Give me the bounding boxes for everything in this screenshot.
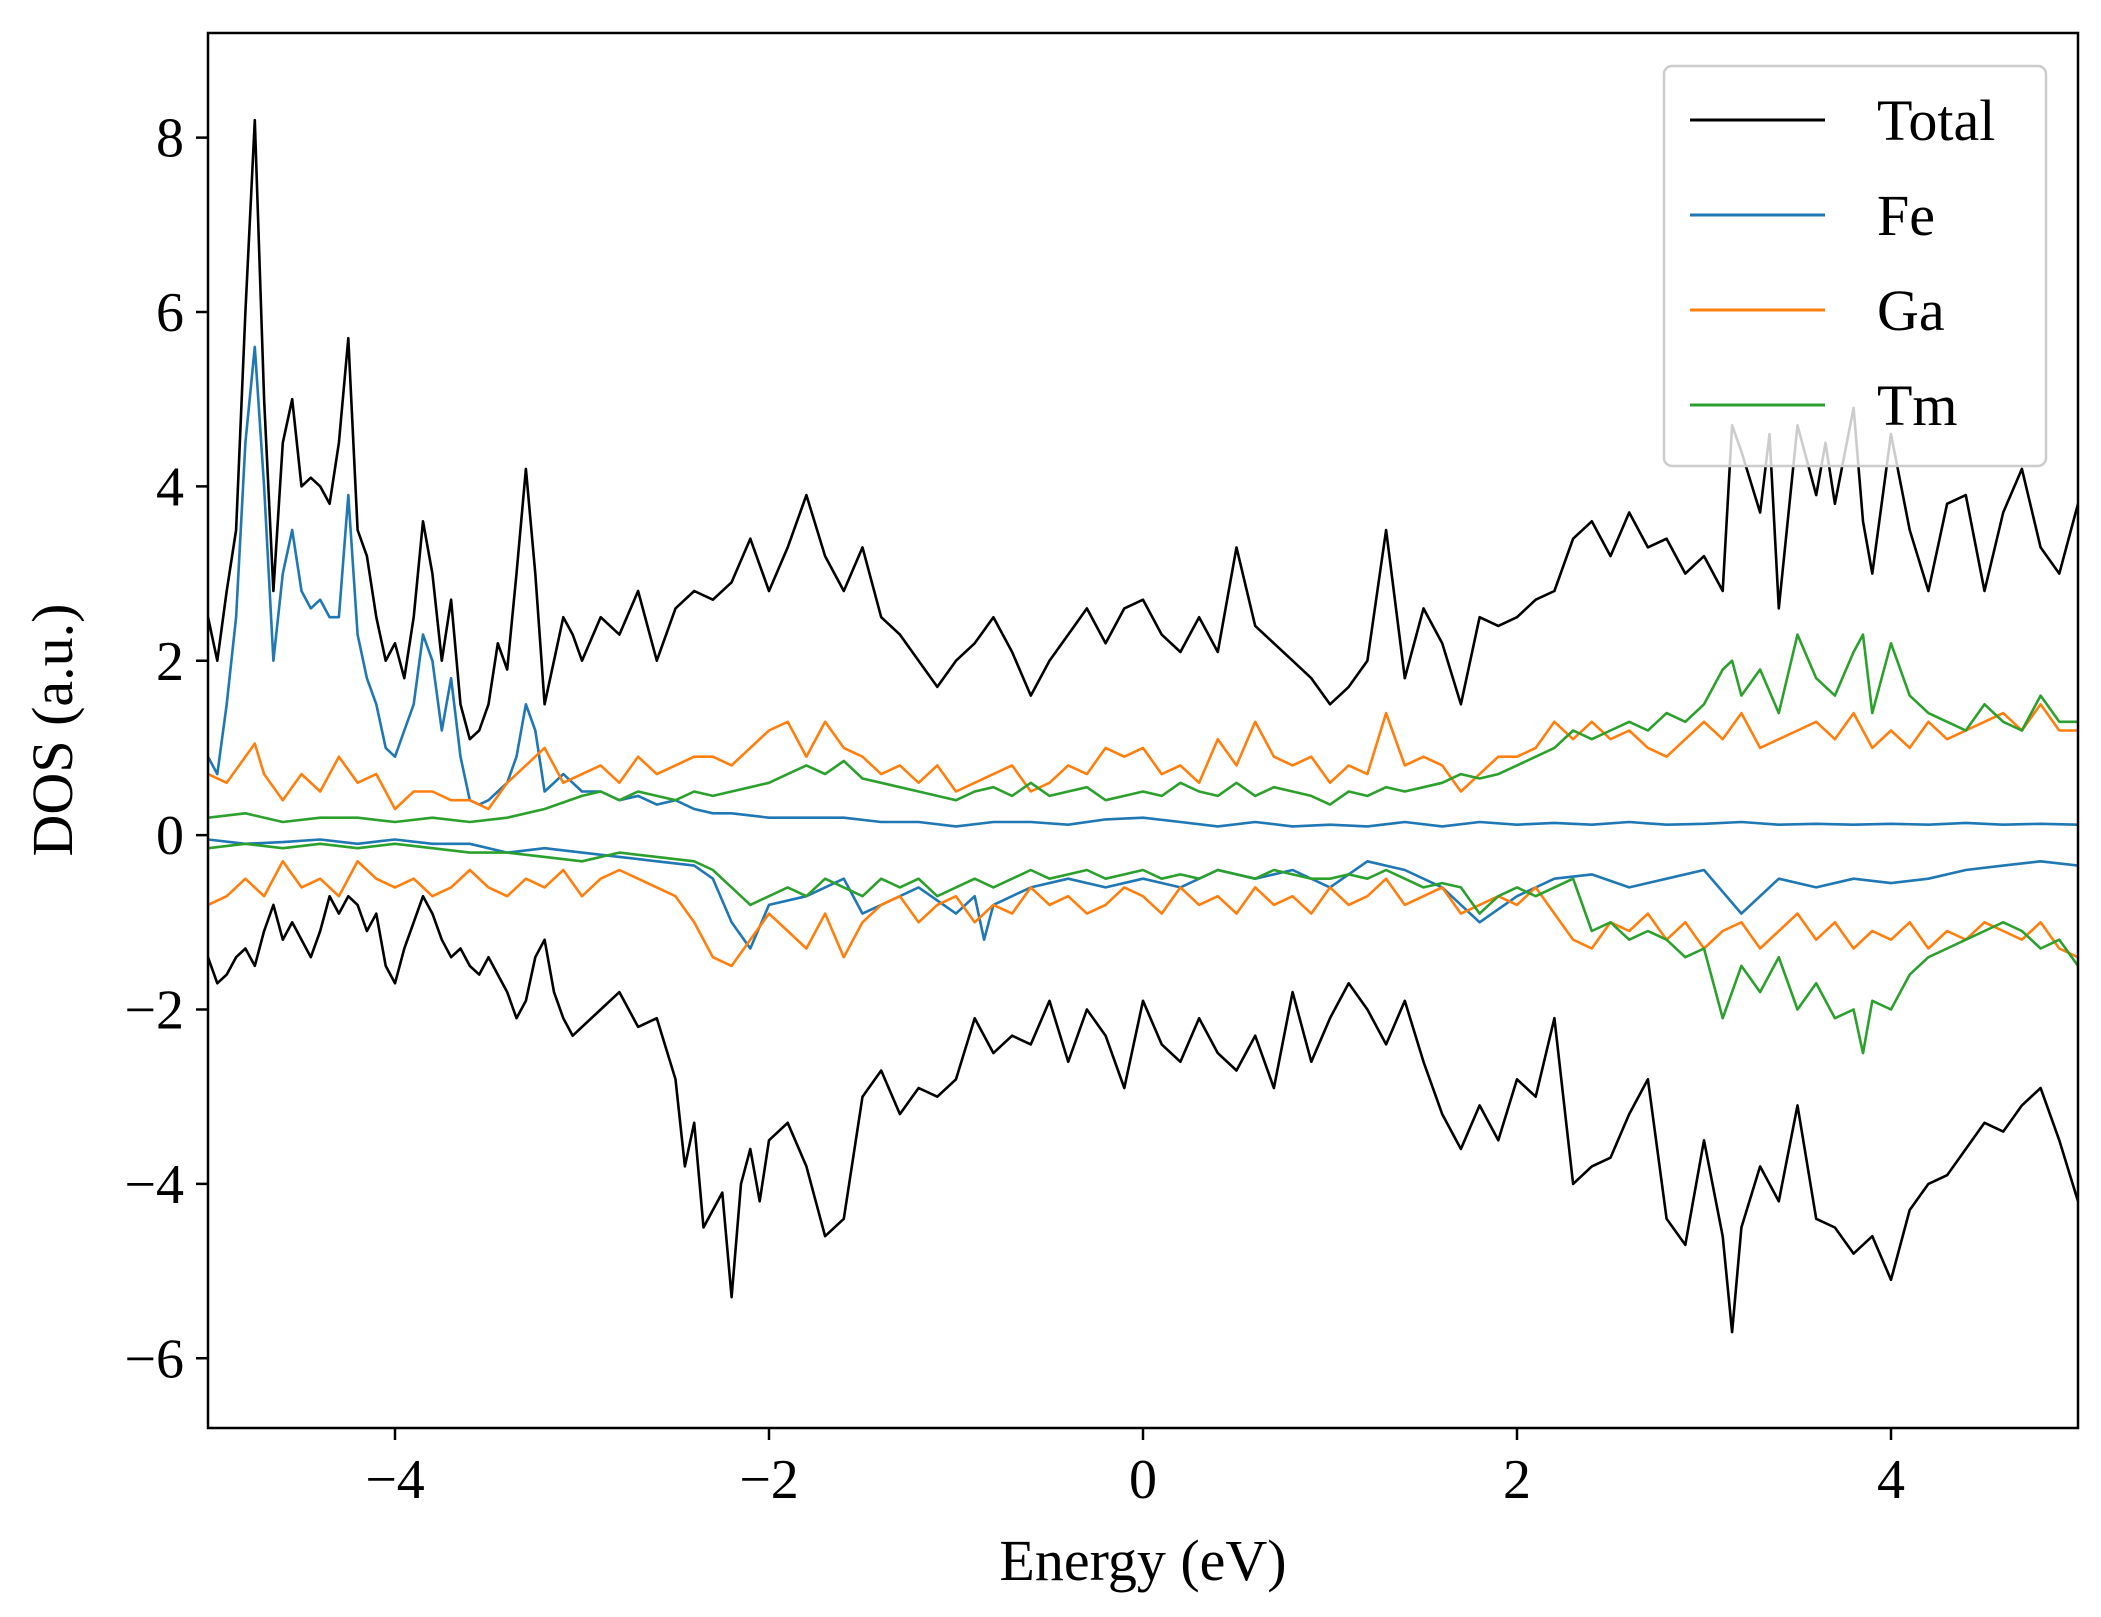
legend-box xyxy=(1662,64,2048,468)
legend-label-tm: Tm xyxy=(1877,373,1958,438)
y-tick-label: 2 xyxy=(156,631,184,693)
series-line-fe-down xyxy=(208,838,2078,950)
x-tick-label: −4 xyxy=(365,1449,425,1511)
series-line-tm-up xyxy=(208,633,2078,824)
y-axis-label: DOS (a.u.) xyxy=(20,604,85,857)
y-tick-label: −2 xyxy=(124,980,184,1042)
x-tick-label: 2 xyxy=(1503,1449,1531,1511)
legend-label-fe: Fe xyxy=(1877,183,1935,248)
series-line-tm-down xyxy=(208,842,2078,1055)
x-axis: −4 −2 0 2 4 xyxy=(365,1428,1905,1511)
x-axis-label: Energy (eV) xyxy=(999,1528,1286,1593)
y-tick-label: −6 xyxy=(124,1328,184,1390)
series-line-total-up xyxy=(208,118,2078,741)
legend-items: Total Fe Ga Tm xyxy=(1690,88,1995,438)
series-line-total-down xyxy=(208,894,2078,1334)
plot-lines xyxy=(208,118,2078,1334)
y-tick-label: 0 xyxy=(156,805,184,867)
y-tick-label: 4 xyxy=(156,456,184,518)
x-tick-label: 4 xyxy=(1877,1449,1905,1511)
y-tick-label: 8 xyxy=(156,108,184,170)
series-line-ga-up xyxy=(208,702,2078,811)
series-line-ga-down xyxy=(208,859,2078,968)
legend-label-total: Total xyxy=(1877,88,1995,153)
y-tick-label: 6 xyxy=(156,282,184,344)
y-tick-label: −4 xyxy=(124,1154,184,1216)
x-tick-label: −2 xyxy=(739,1449,799,1511)
legend-label-ga: Ga xyxy=(1877,278,1945,343)
x-tick-label: 0 xyxy=(1129,1449,1157,1511)
y-axis: −6 −4 −2 0 2 4 6 8 xyxy=(124,108,208,1390)
legend: Total Fe Ga Tm xyxy=(1662,64,2048,468)
